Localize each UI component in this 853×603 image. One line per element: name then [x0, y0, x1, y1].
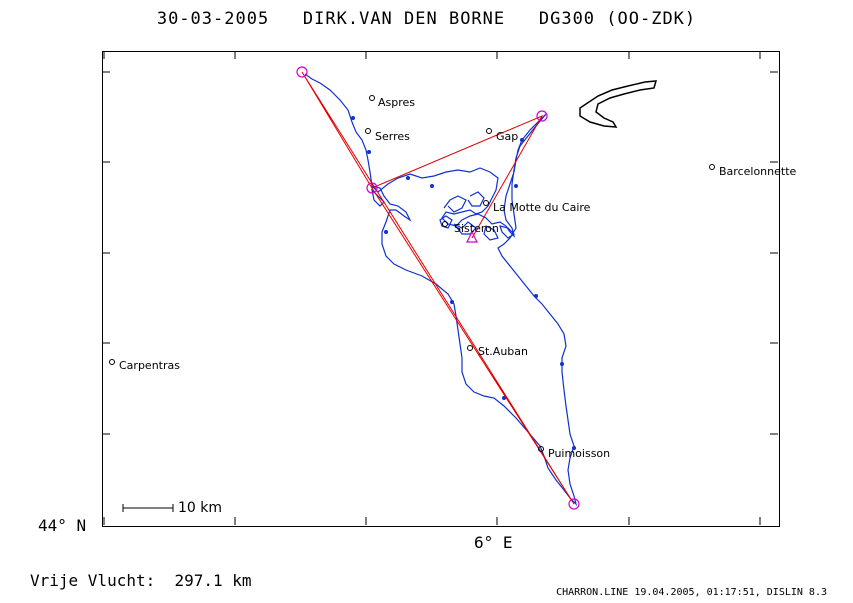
turnpoint-marker	[296, 66, 308, 78]
distance-value: 297.1 km	[174, 571, 252, 590]
scale-bar-label: 10 km	[178, 500, 223, 516]
pilot-name: DIRK.VAN DEN BORNE	[302, 9, 506, 29]
axis-ticks	[102, 51, 778, 525]
town-label-puimoisson: Puimoisson	[548, 447, 611, 460]
town-label-carpentras: Carpentras	[119, 359, 180, 372]
latitude-label: 44° N	[38, 516, 87, 535]
distance-label: Vrije Vlucht:	[30, 571, 156, 590]
turnpoint-marker	[536, 110, 548, 122]
track-dots	[351, 116, 576, 450]
town-marker-st-auban	[467, 345, 473, 351]
longitude-label: 6° E	[474, 533, 513, 552]
scale-bar	[122, 504, 174, 512]
distance-summary: Vrije Vlucht: 297.1 km	[30, 571, 252, 590]
town-label-la-motte-du-caire: La Motte du Caire	[493, 201, 591, 214]
start-triangle-marker	[466, 230, 478, 243]
flight-date: 30-03-2005	[156, 9, 270, 29]
flight-track-thermals	[371, 188, 515, 241]
town-marker-la-motte-du-caire	[483, 200, 489, 206]
turnpoint-marker	[366, 182, 378, 194]
town-marker-sisteron	[442, 221, 448, 227]
town-marker-barcelonnette	[709, 164, 715, 170]
town-label-serres: Serres	[375, 130, 410, 143]
aircraft-id: DG300 (OO-ZDK)	[538, 9, 697, 29]
task-lines	[301, 71, 575, 505]
turnpoint-marker	[568, 498, 580, 510]
software-credit: CHARRON.LINE 19.04.2005, 01:17:51, DISLI…	[556, 587, 827, 598]
town-label-aspres: Aspres	[378, 96, 416, 109]
map-title: 30-03-2005 DIRK.VAN DEN BORNE DG300 (OO-…	[0, 9, 853, 29]
town-marker-gap	[486, 128, 492, 134]
map-frame	[102, 51, 780, 527]
town-marker-serres	[365, 128, 371, 134]
town-marker-aspres	[369, 95, 375, 101]
town-label-st-auban: St.Auban	[478, 345, 528, 358]
town-label-gap: Gap	[496, 130, 519, 143]
town-label-sisteron: Sisteron	[454, 222, 499, 235]
town-marker-puimoisson	[538, 446, 544, 452]
lake-outline	[579, 80, 658, 128]
town-label-barcelonnette: Barcelonnette	[719, 165, 797, 178]
flight-track	[304, 73, 578, 506]
town-marker-carpentras	[109, 359, 115, 365]
